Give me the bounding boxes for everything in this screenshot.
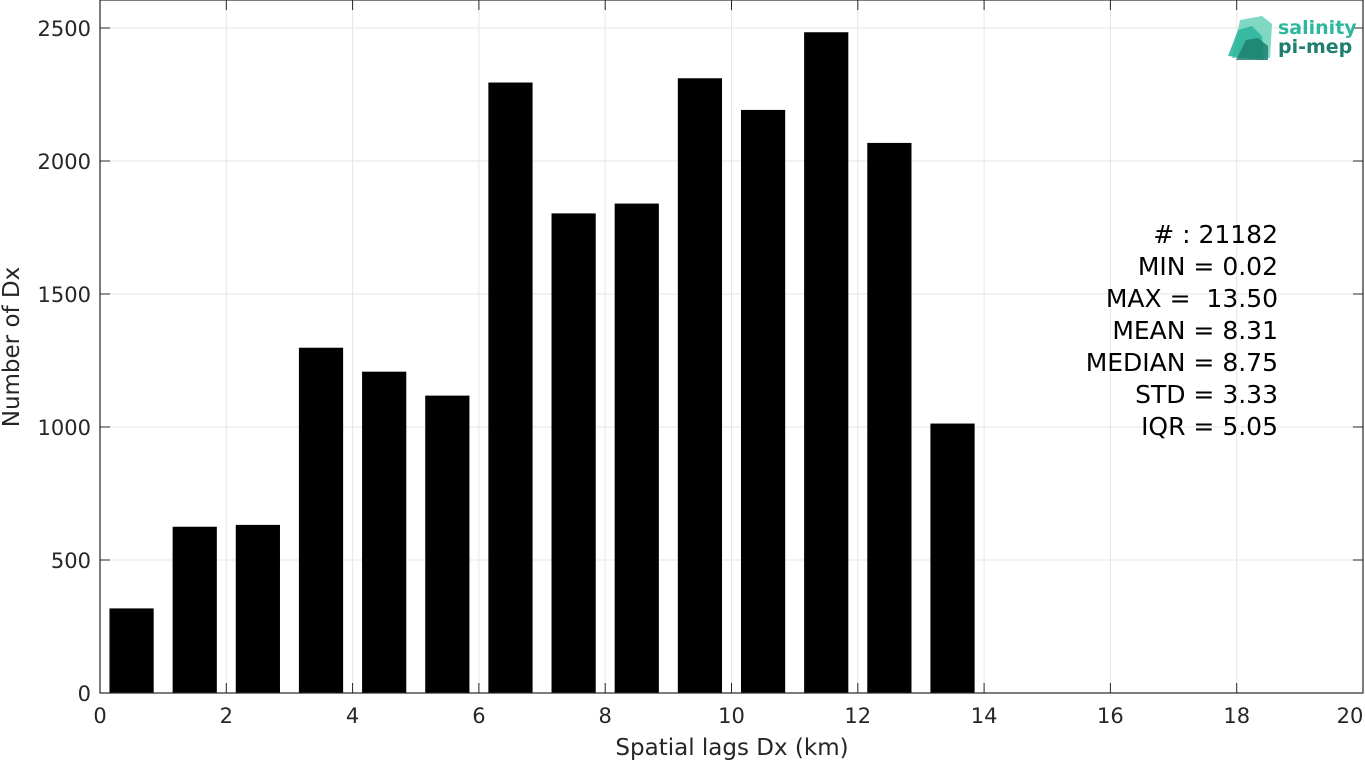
y-tick-label: 2500 [38, 17, 91, 41]
bar-7 [551, 213, 596, 694]
stat-line-4: MEDIAN = 8.75 [1086, 348, 1278, 377]
bar-1 [172, 526, 217, 693]
x-tick-label: 14 [971, 704, 998, 728]
y-tick-labels: 0 500 1000 1500 2000 2500 [38, 17, 91, 706]
x-tick-label: 2 [220, 704, 233, 728]
x-tick-label: 16 [1097, 704, 1124, 728]
statistics-annotation: # : 21182 MIN = 0.02 MAX = 13.50 MEAN = 8.3… [1086, 220, 1278, 441]
y-tick-label: 2000 [38, 150, 91, 174]
bar-9 [677, 78, 723, 694]
y-axis-title: Number of Dx [0, 267, 25, 428]
bar-11 [804, 32, 849, 694]
bar-5 [425, 395, 470, 693]
bar-2 [235, 524, 280, 693]
x-axis-title: Spatial lags Dx (km) [615, 735, 848, 761]
axis-ticks [99, 0, 1364, 694]
x-tick-label: 12 [844, 704, 871, 728]
logo-line2: pi-mep [1278, 36, 1352, 58]
y-tick-label: 500 [51, 549, 91, 573]
bar-10 [740, 109, 786, 694]
y-tick-label: 0 [78, 682, 91, 706]
x-tick-label: 0 [93, 704, 106, 728]
bars [109, 32, 975, 694]
salinity-pi-mep-logo: salinity pi-mep [1228, 16, 1357, 60]
y-tick-label: 1500 [38, 283, 91, 307]
bar-0 [109, 608, 154, 693]
bar-13 [930, 423, 975, 693]
stat-line-0: # : 21182 [1153, 220, 1278, 249]
x-tick-labels: 0 2 4 6 8 10 12 14 16 18 20 [93, 704, 1363, 728]
logo-wave-icon [1228, 16, 1272, 60]
stat-line-5: STD = 3.33 [1135, 380, 1278, 409]
stat-line-3: MEAN = 8.31 [1112, 316, 1278, 345]
bar-6 [488, 82, 533, 693]
x-tick-label: 4 [346, 704, 359, 728]
stat-line-2: MAX = 13.50 [1106, 284, 1278, 313]
bar-12 [867, 142, 912, 694]
x-tick-label: 20 [1337, 704, 1364, 728]
x-tick-label: 8 [599, 704, 612, 728]
bar-8 [614, 203, 659, 693]
bar-3 [298, 347, 344, 693]
bar-4 [362, 371, 407, 693]
stat-line-1: MIN = 0.02 [1138, 252, 1278, 281]
x-tick-label: 6 [472, 704, 485, 728]
stat-line-6: IQR = 5.05 [1141, 412, 1278, 441]
logo-line1: salinity [1278, 17, 1357, 39]
x-tick-label: 18 [1223, 704, 1250, 728]
y-tick-label: 1000 [38, 416, 91, 440]
x-tick-label: 10 [718, 704, 745, 728]
